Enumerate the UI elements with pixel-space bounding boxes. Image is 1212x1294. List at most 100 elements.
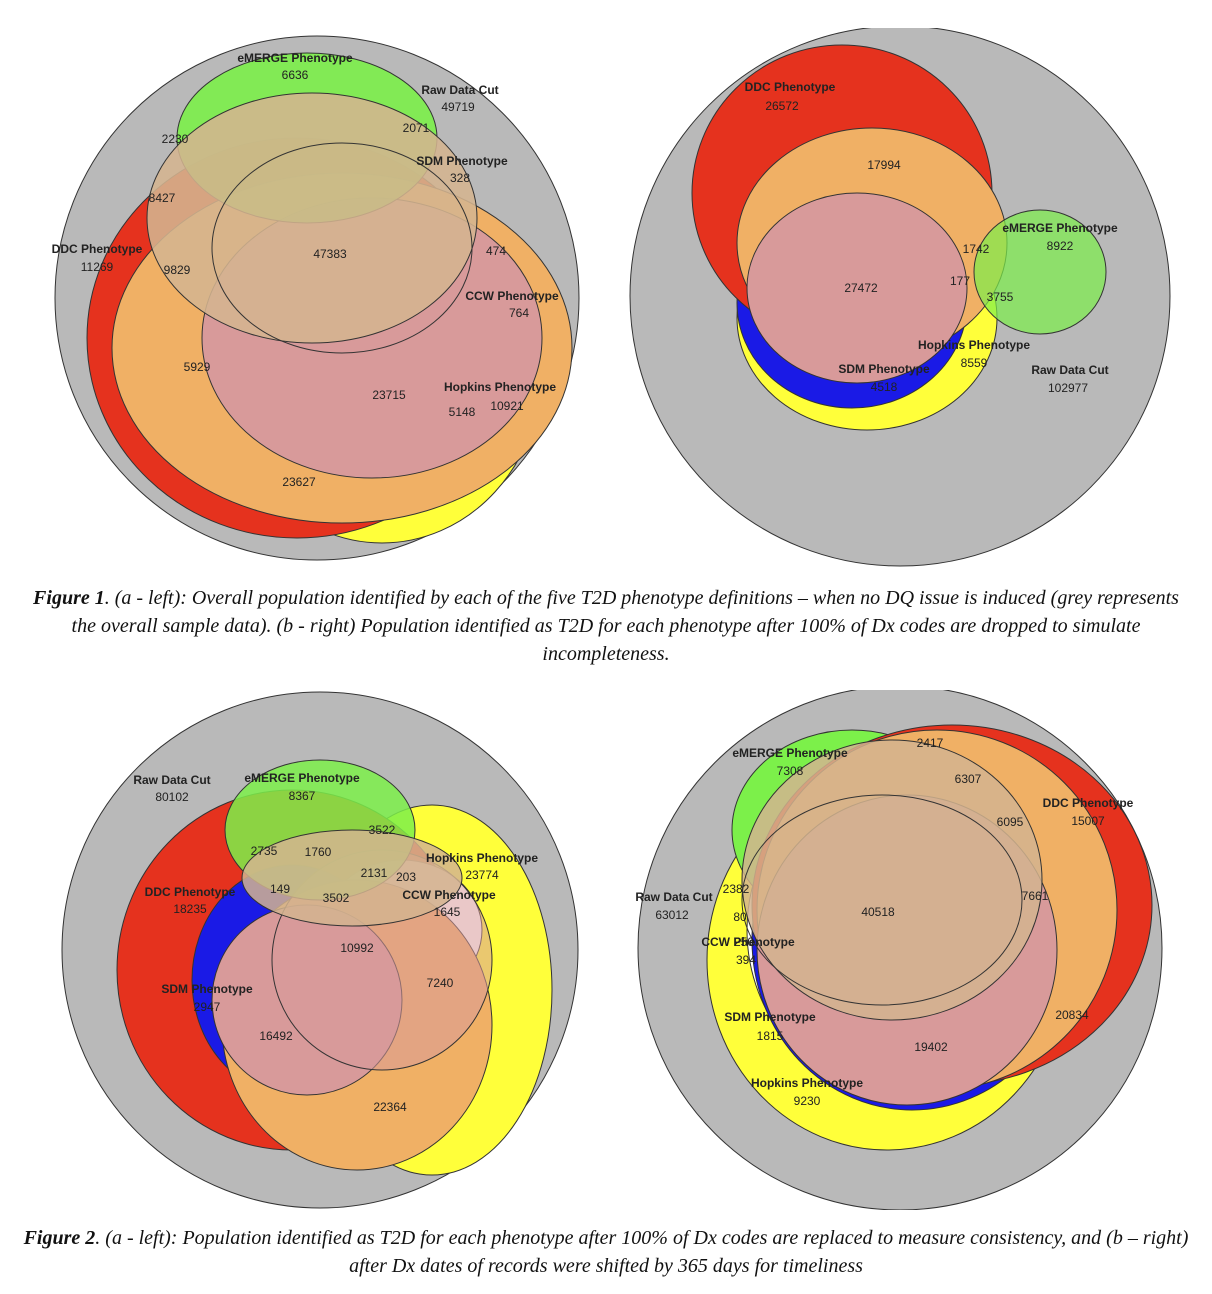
figure2-caption-label: Figure 2 xyxy=(23,1227,96,1249)
region-count: 22364 xyxy=(373,1100,407,1114)
figure1-caption-label: Figure 1 xyxy=(33,587,105,609)
ccw-value: 764 xyxy=(509,306,529,320)
region-count: 474 xyxy=(486,244,506,258)
pink-ellipse xyxy=(746,192,968,384)
hopkins-value: 23774 xyxy=(465,868,499,882)
figure2-caption-text: . (a - left): Population identified as T… xyxy=(95,1227,1189,1277)
emerge-label: eMERGE Phenotype xyxy=(237,51,353,65)
ccw-label: CCW Phenotype xyxy=(402,888,496,902)
ddc-label: DDC Phenotype xyxy=(145,885,236,899)
region-count: 1742 xyxy=(963,242,990,256)
region-count: 3502 xyxy=(323,891,350,905)
ccw-label: CCW Phenotype xyxy=(701,935,795,949)
region-count: 9829 xyxy=(164,263,191,277)
sdm-label: SDM Phenotype xyxy=(838,362,930,376)
figure1-left-svg: eMERGE Phenotype 6636 Raw Data Cut 49719… xyxy=(52,28,592,568)
raw-label: Raw Data Cut xyxy=(1031,363,1108,377)
ccw-value: 250 xyxy=(734,935,754,949)
region-count: 5929 xyxy=(184,360,211,374)
emerge-label: eMERGE Phenotype xyxy=(244,771,360,785)
hopkins-value: 8559 xyxy=(961,356,988,370)
tan-ellipse xyxy=(741,739,1043,1021)
sdm-value: 4518 xyxy=(871,380,898,394)
region-count: 149 xyxy=(270,882,290,896)
emerge-value: 8922 xyxy=(1047,239,1074,253)
figure1-caption: Figure 1. (a - left): Overall population… xyxy=(20,584,1192,668)
raw-value: 49719 xyxy=(441,100,475,114)
region-count: 10992 xyxy=(340,941,374,955)
figure2-right-svg: eMERGE Phenotype 7308 DDC Phenotype 1500… xyxy=(622,690,1174,1210)
region-count: 23715 xyxy=(372,388,406,402)
ddc-label: DDC Phenotype xyxy=(52,242,143,256)
emerge-value: 6636 xyxy=(282,68,309,82)
tan-ellipse xyxy=(241,829,463,927)
emerge-value: 7308 xyxy=(777,764,804,778)
region-count: 17994 xyxy=(867,158,901,172)
emerge-ellipse xyxy=(973,209,1107,335)
figure1-right-svg: DDC Phenotype 26572 eMERGE Phenotype 892… xyxy=(622,28,1174,568)
ddc-value: 26572 xyxy=(765,99,799,113)
sdm-label: SDM Phenotype xyxy=(724,1010,816,1024)
emerge-value: 8367 xyxy=(289,789,316,803)
hopkins-label: Hopkins Phenotype xyxy=(426,851,538,865)
region-count: 2417 xyxy=(917,736,944,750)
ddc-label: DDC Phenotype xyxy=(1043,796,1134,810)
ccw-label: CCW Phenotype xyxy=(465,289,559,303)
raw-label: Raw Data Cut xyxy=(421,83,498,97)
inner-outline-ellipse xyxy=(211,142,473,354)
raw-label: Raw Data Cut xyxy=(133,773,210,787)
region-count: 20834 xyxy=(1055,1008,1089,1022)
region-count: 394 xyxy=(736,953,756,967)
figure2-right-venn: eMERGE Phenotype 7308 DDC Phenotype 1500… xyxy=(622,690,1174,1210)
raw-label: Raw Data Cut xyxy=(635,890,712,904)
sdm-label: SDM Phenotype xyxy=(416,154,508,168)
sdm-value: 328 xyxy=(450,171,470,185)
region-count: 3755 xyxy=(987,290,1014,304)
region-count: 2735 xyxy=(251,844,278,858)
hopkins-label: Hopkins Phenotype xyxy=(444,380,556,394)
region-count: 2382 xyxy=(723,882,750,896)
raw-value: 63012 xyxy=(655,908,689,922)
region-count: 16492 xyxy=(259,1029,293,1043)
ddc-value: 15007 xyxy=(1071,814,1105,828)
region-count: 5148 xyxy=(449,405,476,419)
figure1-right-venn: DDC Phenotype 26572 eMERGE Phenotype 892… xyxy=(622,28,1174,568)
ccw-value: 1645 xyxy=(434,905,461,919)
figure2-left-svg: Raw Data Cut 80102 eMERGE Phenotype 8367… xyxy=(52,690,592,1210)
region-count: 177 xyxy=(950,274,970,288)
region-count: 203 xyxy=(396,870,416,884)
region-count: 2230 xyxy=(162,132,189,146)
hopkins-value: 10921 xyxy=(490,399,524,413)
tan-ellipse xyxy=(146,92,478,344)
ddc-value: 18235 xyxy=(173,902,207,916)
raw-value: 80102 xyxy=(155,790,189,804)
region-count: 40518 xyxy=(861,905,895,919)
region-count: 8427 xyxy=(149,191,176,205)
hopkins-label: Hopkins Phenotype xyxy=(918,338,1030,352)
region-count: 1760 xyxy=(305,845,332,859)
sdm-value: 1815 xyxy=(757,1029,784,1043)
region-count: 80 xyxy=(733,910,747,924)
inner-outline-ellipse xyxy=(741,794,1023,1006)
hopkins-label: Hopkins Phenotype xyxy=(751,1076,863,1090)
region-count: 27472 xyxy=(844,281,878,295)
region-count: 7661 xyxy=(1022,889,1049,903)
region-count: 6307 xyxy=(955,772,982,786)
hopkins-value: 9230 xyxy=(794,1094,821,1108)
emerge-label: eMERGE Phenotype xyxy=(1002,221,1118,235)
sdm-value: 2947 xyxy=(194,1000,221,1014)
raw-value: 102977 xyxy=(1048,381,1088,395)
region-count: 3522 xyxy=(369,823,396,837)
sdm-label: SDM Phenotype xyxy=(161,982,253,996)
figure2-left-venn: Raw Data Cut 80102 eMERGE Phenotype 8367… xyxy=(52,690,592,1210)
figure2-caption: Figure 2. (a - left): Population identif… xyxy=(20,1224,1192,1280)
ddc-value: 11269 xyxy=(81,260,114,274)
region-count: 19402 xyxy=(914,1040,948,1054)
emerge-label: eMERGE Phenotype xyxy=(732,746,848,760)
region-count: 2071 xyxy=(403,121,430,135)
region-count: 23627 xyxy=(282,475,316,489)
region-count: 7240 xyxy=(427,976,454,990)
region-count: 47383 xyxy=(313,247,347,261)
ddc-label: DDC Phenotype xyxy=(745,80,836,94)
region-count: 2131 xyxy=(361,866,388,880)
